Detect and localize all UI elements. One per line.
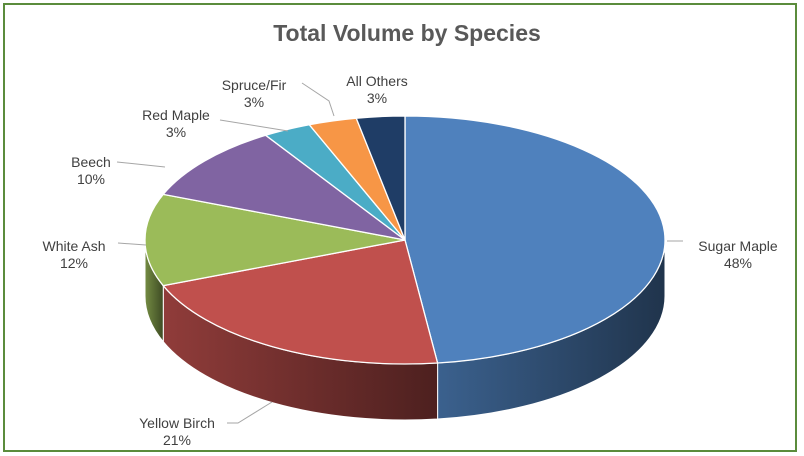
pie-tops bbox=[144, 115, 666, 365]
slice-percent-spruce-fir: 3% bbox=[244, 94, 264, 110]
slice-name-all-others: All Others bbox=[346, 73, 407, 89]
slice-percent-yellow-birch: 21% bbox=[163, 432, 191, 448]
slice-name-red-maple: Red Maple bbox=[142, 107, 210, 123]
pie-slice-yellow-birch bbox=[162, 239, 439, 365]
slice-percent-all-others: 3% bbox=[367, 90, 387, 106]
leader-line-white-ash bbox=[117, 242, 147, 246]
slice-percent-sugar-maple: 48% bbox=[724, 255, 752, 271]
slice-name-white-ash: White Ash bbox=[42, 238, 105, 254]
slice-name-yellow-birch: Yellow Birch bbox=[139, 415, 215, 431]
chart-title: Total Volume by Species bbox=[273, 20, 541, 46]
pie-slice-sugar-maple bbox=[404, 115, 666, 364]
pie-slice-white-ash bbox=[144, 193, 406, 287]
leader-line-yellow-birch bbox=[227, 401, 273, 424]
slice-name-spruce-fir: Spruce/Fir bbox=[222, 77, 287, 93]
leader-line-red-maple bbox=[219, 119, 289, 132]
pie-slice-all-others bbox=[355, 115, 406, 241]
chart-frame: Total Volume by Species Sugar Maple 48% Ye… bbox=[3, 3, 797, 452]
slice-percent-beech: 10% bbox=[77, 171, 105, 187]
slice-percent-white-ash: 12% bbox=[60, 255, 88, 271]
slice-name-sugar-maple: Sugar Maple bbox=[698, 238, 778, 254]
pie-slice-beech bbox=[162, 134, 406, 241]
leader-line-spruce-fir bbox=[301, 82, 335, 117]
slice-percent-red-maple: 3% bbox=[166, 124, 186, 140]
slice-name-beech: Beech bbox=[71, 154, 111, 170]
leader-line-beech bbox=[116, 161, 166, 168]
